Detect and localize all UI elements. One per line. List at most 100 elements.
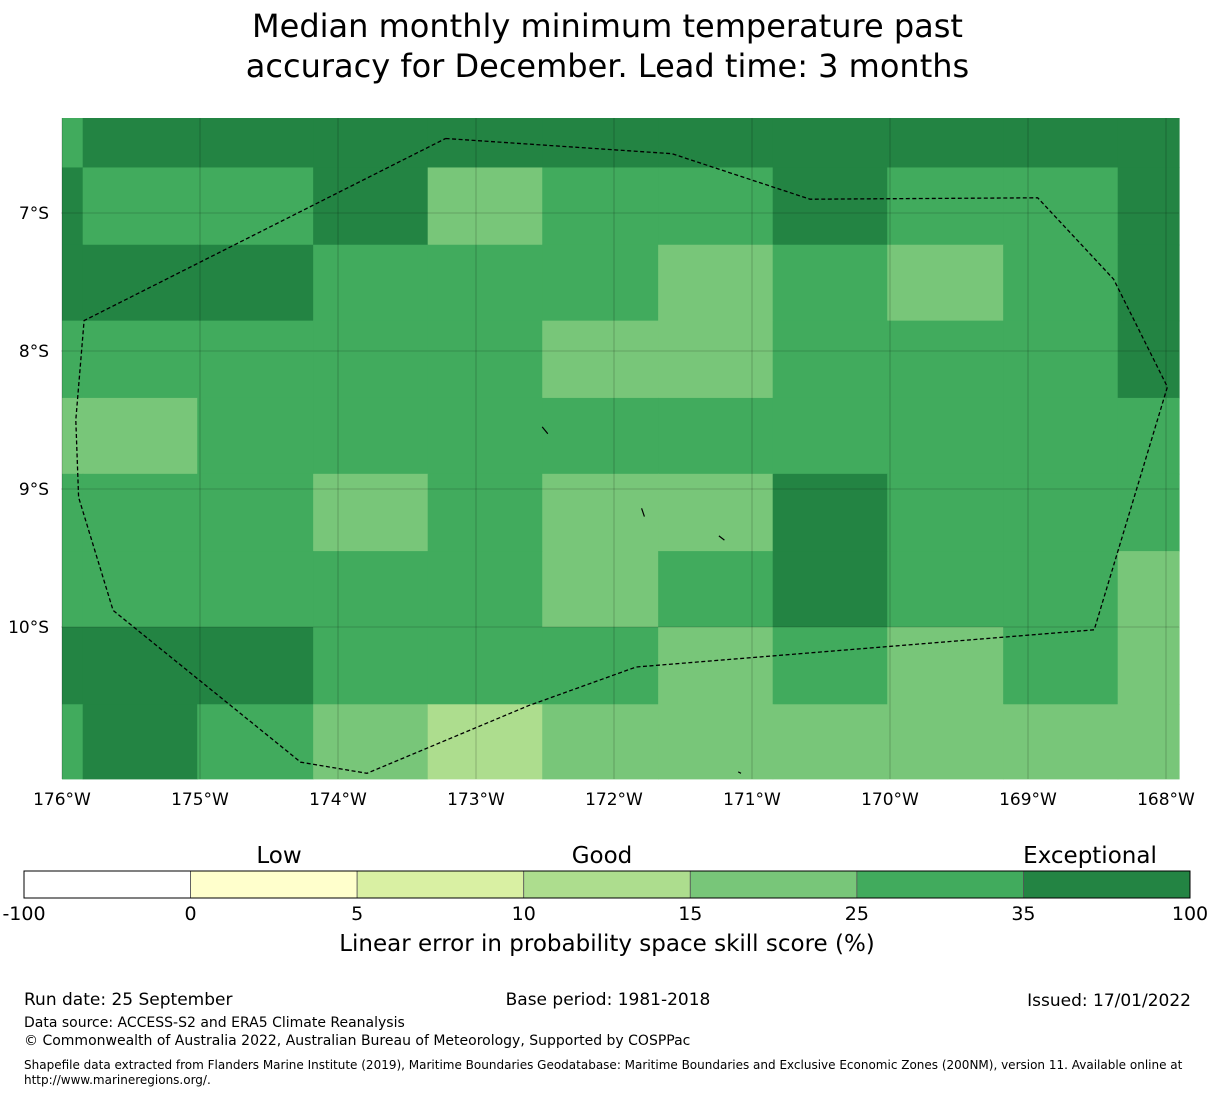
grid-cell: [62, 627, 84, 705]
map-title: Median monthly minimum temperature past …: [0, 6, 1215, 86]
grid-cell: [1003, 473, 1119, 552]
grid-cell: [772, 118, 888, 169]
latitude-tick-labels: 7°S 8°S 9°S 10°S: [8, 204, 49, 638]
grid-cell: [658, 551, 774, 628]
grid-cell: [658, 320, 774, 399]
grid-cell: [542, 118, 659, 169]
longitude-tick-label: 174°W: [309, 790, 367, 810]
graticule: [61, 118, 1179, 779]
longitude-tick-label: 172°W: [585, 790, 643, 810]
grid-cell: [658, 397, 774, 475]
grid-cell: [887, 167, 1004, 246]
latitude-tick-label: 8°S: [19, 342, 49, 362]
grid-cell: [772, 551, 888, 628]
grid-cell: [313, 320, 429, 399]
island-coastline: [718, 535, 725, 541]
grid-cell: [427, 627, 543, 705]
grid-cell: [1003, 397, 1119, 475]
grid-cell: [197, 397, 314, 475]
colorbar-category-exceptional: Exceptional: [1023, 843, 1157, 869]
colorbar-tick-label: 0: [185, 903, 197, 925]
grid-cell: [197, 551, 314, 628]
longitude-tick-label: 169°W: [999, 790, 1057, 810]
grid-cell: [1117, 167, 1180, 246]
grid-cell: [887, 551, 1004, 628]
colorbar-category-good: Good: [571, 843, 633, 869]
grid-cell: [887, 397, 1004, 475]
longitude-tick-label: 176°W: [33, 790, 91, 810]
grid-cell: [658, 627, 774, 705]
colorbar-outline: [23, 870, 1191, 899]
grid-cell: [313, 627, 429, 705]
grid-cell: [658, 118, 774, 169]
longitude-tick-label: 175°W: [171, 790, 229, 810]
grid-cell: [313, 397, 429, 475]
grid-cell: [1003, 244, 1119, 322]
grid-cell: [427, 473, 543, 552]
islands: [541, 426, 742, 774]
grid-cell: [772, 397, 888, 475]
colorbar: [23, 870, 1191, 899]
grid-cell: [772, 244, 888, 322]
grid-cell: [427, 244, 543, 322]
colorbar-segment: [23, 870, 191, 899]
grid-cell: [542, 551, 659, 628]
grid-cell: [1003, 627, 1119, 705]
grid-cell: [887, 320, 1004, 399]
eez-boundary-line: [75, 137, 1169, 774]
colorbar-segment: [1023, 870, 1191, 899]
grid-cell: [658, 244, 774, 322]
grid-cell: [542, 704, 659, 780]
longitude-tick-label: 173°W: [447, 790, 505, 810]
grid-cell: [1117, 704, 1180, 780]
grid-cell: [197, 473, 314, 552]
grid-cell: [197, 118, 314, 169]
grid-cell: [1117, 397, 1180, 475]
grid-cell: [1117, 320, 1180, 399]
grid-cell: [772, 167, 888, 246]
colorbar-segment: [689, 870, 858, 899]
latitude-tick-label: 7°S: [19, 204, 49, 224]
grid-cell: [82, 397, 198, 475]
colorbar-tick-label: 100: [1172, 903, 1208, 925]
grid-cell: [313, 473, 429, 552]
longitude-tick-label: 170°W: [861, 790, 919, 810]
base-period: Base period: 1981-2018: [505, 990, 711, 1010]
grid-cell: [427, 320, 543, 399]
grid-cell: [197, 244, 314, 322]
grid-cell: [82, 551, 198, 628]
colorbar-tick-labels: -100 0 5 10 15 25 35 100: [2, 903, 1208, 925]
grid-cell: [658, 473, 774, 552]
grid-cell: [82, 704, 198, 780]
grid-cell: [1117, 551, 1180, 628]
grid-cell: [772, 473, 888, 552]
latitude-tick-label: 10°S: [8, 618, 49, 638]
grid-cell: [427, 551, 543, 628]
copyright: © Commonwealth of Australia 2022, Austra…: [24, 1033, 691, 1049]
grid-cell: [62, 397, 84, 475]
grid-cell: [197, 704, 314, 780]
grid-cell: [62, 320, 84, 399]
grid-cell: [887, 118, 1004, 169]
grid-cell: [887, 627, 1004, 705]
grid-cell: [887, 473, 1004, 552]
run-date: Run date: 25 September: [24, 990, 233, 1010]
grid-cell: [1003, 167, 1119, 246]
grid-cell: [887, 244, 1004, 322]
colorbar-segment: [356, 870, 525, 899]
island-coastline: [541, 426, 549, 435]
grid-cell: [427, 704, 543, 780]
grid-cell: [313, 244, 429, 322]
grid-cell: [1003, 320, 1119, 399]
issued-date: Issued: 17/01/2022: [1027, 991, 1191, 1011]
grid-cell: [82, 627, 198, 705]
shapefile-credit-line-1: Shapefile data extracted from Flanders M…: [24, 1058, 1183, 1072]
grid-cell: [542, 627, 659, 705]
longitude-tick-label: 168°W: [1137, 790, 1195, 810]
skill-score-grid: [62, 118, 1180, 780]
colorbar-segment: [190, 870, 358, 899]
grid-cell: [1117, 244, 1180, 322]
latitude-tick-label: 9°S: [19, 480, 49, 500]
grid-cell: [658, 704, 774, 780]
